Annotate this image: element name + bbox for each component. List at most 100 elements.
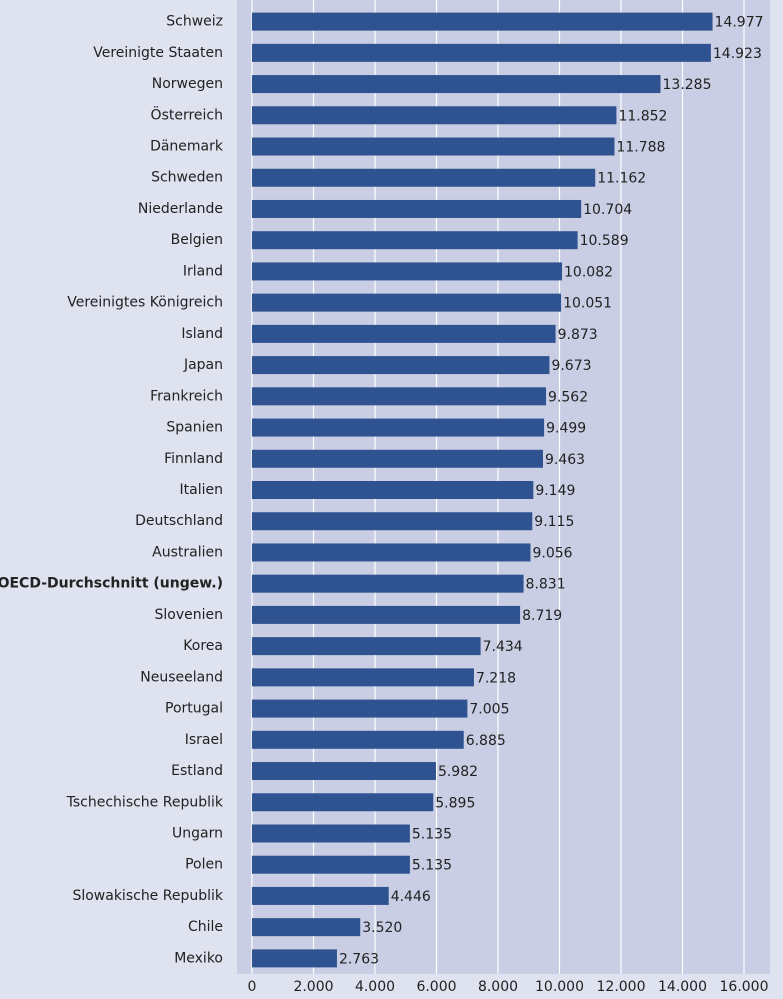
- bar: [252, 668, 474, 687]
- y-tick-label: Finnland: [164, 451, 223, 467]
- y-tick-label: Schweiz: [166, 14, 223, 30]
- value-label: 13.285: [663, 77, 712, 93]
- y-tick-label: Japan: [183, 357, 223, 373]
- value-label: 10.589: [580, 233, 629, 249]
- value-label: 2.763: [339, 951, 379, 967]
- x-tick-label: 10.000: [535, 979, 584, 995]
- y-tick-label: Vereinigte Staaten: [93, 45, 223, 61]
- bar: [252, 449, 543, 468]
- value-label: 9.562: [548, 389, 588, 405]
- y-tick-label: Slovenien: [155, 607, 224, 623]
- y-tick-label: Polen: [185, 857, 223, 873]
- value-label: 5.135: [412, 858, 452, 874]
- bar: [252, 730, 464, 749]
- value-label: 4.446: [391, 889, 431, 905]
- value-label: 9.115: [534, 514, 574, 530]
- bar: [252, 418, 545, 437]
- value-label: 9.873: [558, 327, 598, 343]
- y-tick-label: Ungarn: [172, 825, 223, 841]
- y-tick-label: Estland: [171, 763, 223, 779]
- x-tick-label: 0: [248, 979, 257, 995]
- x-tick-label: 4.000: [355, 979, 395, 995]
- bar: [252, 481, 534, 499]
- y-tick-label: Chile: [188, 919, 223, 935]
- bar: [252, 137, 615, 156]
- bar: [252, 324, 556, 343]
- value-label: 11.788: [616, 140, 665, 156]
- value-label: 9.463: [545, 452, 585, 468]
- y-tick-label: Belgien: [171, 232, 223, 248]
- y-tick-label: Australien: [152, 544, 223, 560]
- y-tick-label: Spanien: [166, 420, 223, 436]
- value-label: 8.831: [526, 577, 566, 593]
- value-label: 8.719: [522, 608, 562, 624]
- x-tick-label: 6.000: [416, 979, 456, 995]
- bar: [252, 106, 617, 125]
- bar: [252, 886, 389, 905]
- bar: [252, 43, 711, 62]
- bar: [252, 168, 596, 187]
- bar: [252, 637, 481, 656]
- x-tick-label: 8.000: [478, 979, 518, 995]
- value-label: 5.135: [412, 826, 452, 842]
- bar: [252, 949, 337, 968]
- bar: [252, 824, 410, 843]
- value-label: 14.977: [715, 15, 764, 31]
- bar: [252, 12, 713, 31]
- value-label: 10.051: [563, 296, 612, 312]
- y-tick-label: Frankreich: [150, 388, 223, 404]
- y-tick-label: Portugal: [165, 701, 223, 717]
- value-label: 3.520: [362, 920, 402, 936]
- y-tick-label: Norwegen: [152, 76, 223, 92]
- y-tick-label: Korea: [183, 638, 223, 654]
- bar: [252, 699, 468, 718]
- value-label: 7.005: [469, 702, 509, 718]
- bar: [252, 356, 550, 375]
- bar: [252, 231, 578, 250]
- y-tick-label: OECD-Durchschnitt (ungew.): [0, 576, 223, 592]
- y-tick-label: Slowakische Republik: [72, 888, 223, 904]
- bar: [252, 605, 521, 624]
- y-tick-label: Vereinigtes Königreich: [67, 295, 223, 311]
- x-tick-label: 12.000: [597, 979, 646, 995]
- y-tick-label: Tschechische Republik: [66, 794, 224, 810]
- y-tick-label: Niederlande: [138, 201, 223, 217]
- y-tick-label: Dänemark: [150, 139, 224, 155]
- y-tick-label: Mexiko: [174, 950, 223, 966]
- x-tick-label: 16.000: [720, 979, 769, 995]
- bar: [252, 293, 562, 312]
- bar: [252, 75, 661, 94]
- value-label: 10.082: [564, 264, 613, 280]
- bar: [252, 262, 563, 281]
- y-tick-label: Schweden: [151, 170, 223, 186]
- y-tick-label: Israel: [185, 732, 223, 748]
- bar: [252, 543, 531, 562]
- y-tick-label: Irland: [183, 263, 223, 279]
- value-label: 14.923: [713, 46, 762, 62]
- bar: [252, 387, 547, 406]
- y-tick-label: Italien: [180, 482, 223, 498]
- bar: [252, 793, 434, 812]
- bar: [252, 855, 410, 874]
- value-label: 9.499: [546, 421, 586, 437]
- value-label: 5.982: [438, 764, 478, 780]
- y-tick-label: Österreich: [151, 105, 223, 123]
- value-label: 10.704: [583, 202, 632, 218]
- value-label: 5.895: [435, 795, 475, 811]
- value-label: 9.673: [551, 358, 591, 374]
- value-label: 7.434: [483, 639, 523, 655]
- value-label: 6.885: [466, 733, 506, 749]
- bar: [252, 574, 524, 593]
- bar: [252, 512, 533, 531]
- value-label: 7.218: [476, 670, 516, 686]
- value-label: 9.149: [535, 483, 575, 499]
- x-tick-label: 2.000: [293, 979, 333, 995]
- value-label: 11.162: [597, 171, 646, 187]
- y-tick-label: Island: [181, 326, 223, 342]
- value-label: 11.852: [618, 108, 667, 124]
- y-tick-label: Deutschland: [135, 513, 223, 529]
- bar: [252, 918, 361, 937]
- x-tick-label: 14.000: [658, 979, 707, 995]
- bar: [252, 199, 582, 218]
